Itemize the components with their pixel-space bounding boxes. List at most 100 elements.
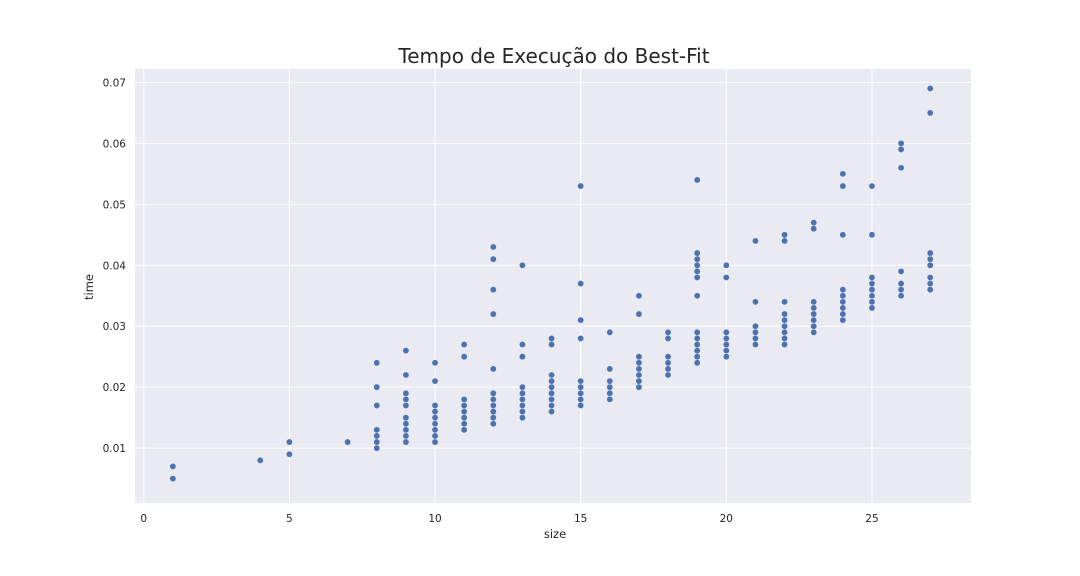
data-point: [606, 390, 613, 397]
data-point: [810, 225, 817, 232]
data-point: [577, 280, 584, 287]
data-point: [636, 384, 642, 391]
data-point: [810, 219, 817, 226]
data-point: [723, 347, 730, 354]
data-point: [373, 359, 380, 366]
data-point: [519, 262, 526, 269]
data-point: [461, 402, 468, 409]
data-point: [781, 317, 788, 324]
data-point: [636, 353, 642, 360]
y-tick-label: 0.02: [103, 382, 126, 394]
data-point: [519, 414, 526, 421]
data-point: [694, 268, 701, 275]
x-tick-label: 15: [574, 513, 587, 525]
data-point: [839, 298, 846, 305]
data-point: [752, 323, 759, 330]
data-point: [810, 329, 817, 336]
data-point: [839, 170, 846, 177]
data-point: [606, 396, 613, 403]
data-point: [869, 292, 875, 299]
data-point: [694, 177, 701, 183]
data-point: [636, 359, 642, 366]
y-tick-label: 0.04: [103, 260, 127, 272]
data-point: [723, 335, 730, 342]
data-point: [781, 335, 788, 342]
x-tick-label: 5: [286, 513, 293, 525]
data-point: [636, 378, 642, 384]
x-axis-label: size: [544, 527, 566, 541]
data-point: [432, 378, 438, 384]
data-point: [839, 305, 846, 311]
data-point: [461, 414, 468, 421]
data-point: [373, 439, 380, 445]
data-point: [927, 286, 934, 293]
data-point: [373, 433, 380, 439]
data-point: [548, 408, 555, 415]
data-point: [577, 317, 584, 324]
data-point: [286, 439, 293, 445]
data-point: [519, 402, 526, 409]
data-point: [577, 396, 584, 403]
data-point: [927, 85, 934, 92]
data-point: [169, 463, 176, 470]
data-point: [752, 335, 759, 342]
data-point: [432, 414, 438, 421]
data-point: [577, 402, 584, 409]
data-point: [577, 335, 584, 342]
data-point: [898, 268, 904, 275]
data-point: [373, 384, 380, 391]
data-point: [752, 341, 759, 348]
data-point: [257, 457, 264, 464]
data-point: [373, 445, 380, 452]
data-point: [402, 439, 409, 445]
data-point: [810, 317, 817, 324]
data-point: [519, 384, 526, 391]
data-point: [839, 286, 846, 293]
data-point: [898, 292, 904, 299]
y-tick-label: 0.05: [103, 199, 126, 211]
data-point: [402, 426, 409, 433]
data-point: [694, 256, 701, 263]
data-points: [169, 85, 934, 482]
data-point: [519, 353, 526, 360]
data-point: [548, 335, 555, 342]
plot-area: [135, 69, 971, 503]
data-point: [781, 341, 788, 348]
data-point: [606, 329, 613, 336]
data-point: [577, 390, 584, 397]
data-point: [402, 396, 409, 403]
data-point: [694, 359, 701, 366]
data-point: [548, 341, 555, 348]
data-point: [490, 420, 497, 427]
data-point: [723, 262, 730, 269]
data-point: [665, 329, 671, 336]
data-point: [869, 183, 875, 189]
x-tick-label: 10: [428, 513, 441, 525]
data-point: [490, 244, 497, 250]
data-point: [519, 390, 526, 397]
data-point: [286, 451, 293, 458]
x-tick-label: 0: [140, 513, 147, 525]
data-point: [461, 396, 468, 403]
x-tick-label: 20: [720, 513, 733, 525]
data-point: [548, 402, 555, 409]
data-point: [461, 341, 468, 348]
data-point: [665, 353, 671, 360]
data-point: [781, 311, 788, 317]
data-point: [402, 420, 409, 427]
data-point: [665, 335, 671, 342]
data-point: [402, 433, 409, 439]
data-point: [839, 231, 846, 238]
data-point: [577, 183, 584, 189]
y-tick-label: 0.01: [103, 443, 126, 455]
y-tick-label: 0.07: [103, 77, 126, 89]
data-point: [927, 250, 934, 256]
data-point: [402, 372, 409, 378]
data-point: [869, 305, 875, 311]
data-point: [461, 353, 468, 360]
data-point: [694, 292, 701, 299]
data-point: [490, 414, 497, 421]
data-point: [606, 378, 613, 384]
y-tick-labels: 0.01 0.02 0.03 0.04 0.05 0.06 0.07: [103, 77, 127, 455]
data-point: [723, 353, 730, 360]
